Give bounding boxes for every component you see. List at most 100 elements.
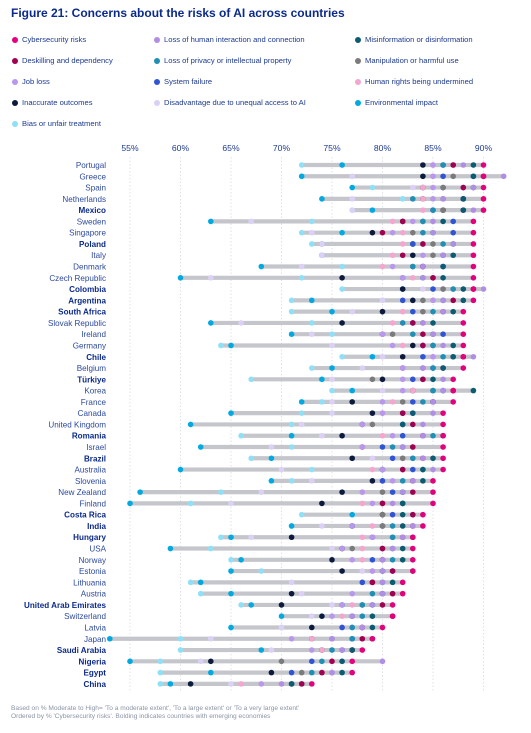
data-point [329,410,335,416]
data-point [440,455,446,462]
country-row: Finland [79,499,436,508]
data-point [379,410,386,416]
data-point [298,421,305,428]
country-label: France [81,398,107,407]
data-point [248,455,254,462]
data-point [440,387,446,394]
data-point [359,421,366,428]
data-point [369,579,376,586]
country-label: Lithuania [73,578,106,587]
data-point [440,432,446,439]
data-point [359,545,366,552]
data-point [500,173,507,180]
data-point [379,432,386,439]
data-point [430,399,436,405]
data-point [369,184,376,191]
data-point [420,196,426,202]
data-point [379,568,386,574]
data-point [208,275,214,281]
data-point [470,353,477,360]
country-row: Costa Rica [64,511,426,520]
data-point [399,252,406,259]
data-point [349,613,356,619]
data-point [208,635,214,642]
country-row: Nigeria [79,657,386,666]
country-row: Latvia [84,623,386,632]
data-point [430,162,436,168]
country-label: Poland [79,240,106,249]
data-point [359,602,366,608]
data-point [389,331,396,337]
country-label: Australia [75,466,107,475]
data-point [228,624,234,631]
data-point [339,658,345,665]
data-point [410,534,416,541]
country-label: Austria [81,590,107,599]
country-label: Ireland [81,330,106,339]
country-label: Mexico [79,206,106,215]
data-point [319,613,325,619]
data-point [319,252,325,259]
data-point [288,308,295,315]
data-point [410,331,416,337]
x-tick-label: 90% [475,143,493,153]
data-point [430,320,436,326]
data-point [258,568,265,574]
data-point [389,320,396,326]
legend-swatch [12,79,18,85]
country-row: Estonia [79,567,416,576]
data-point [430,432,436,439]
data-point [450,387,457,394]
data-point [329,342,335,349]
data-point [460,320,467,326]
data-point [339,568,345,574]
legend-swatch [355,100,361,106]
data-point [349,545,356,552]
data-point [339,263,345,270]
data-point [480,207,487,213]
data-point [339,229,345,236]
data-point [309,624,315,631]
country-row: Greece [79,172,507,181]
country-row: Japan [84,635,376,644]
data-point [359,489,366,495]
data-point [470,218,477,225]
data-point [349,635,356,642]
data-point [389,523,396,529]
country-label: Israel [86,443,106,452]
data-point [440,241,446,247]
data-point [329,635,335,642]
country-row: Germany [73,341,467,350]
data-point [309,658,315,665]
data-point [410,557,416,563]
data-point [410,241,416,247]
data-point [399,466,406,473]
data-point [319,669,325,676]
data-point [329,545,335,552]
data-point [440,263,446,270]
x-tick-label: 60% [172,143,190,153]
data-point [349,647,356,653]
data-point [339,545,345,552]
data-point [430,466,436,473]
country-label: United Arab Emirates [24,601,107,610]
country-label: New Zealand [58,488,106,497]
data-point [410,252,416,259]
data-point [379,545,386,552]
data-point [248,376,254,383]
data-point [379,229,386,236]
legend-label: Loss of privacy or intellectual property [164,56,292,65]
data-point [440,331,446,337]
data-point [399,376,406,383]
country-row: Mexico [79,206,487,215]
data-point [288,421,295,428]
data-point [450,286,457,292]
data-point [470,173,477,180]
data-point [309,229,315,236]
data-point [288,444,295,450]
country-label: Norway [79,556,107,565]
data-point [349,184,356,191]
data-point [309,466,315,473]
data-point [319,241,325,247]
country-row: Saudi Arabia [57,646,366,655]
